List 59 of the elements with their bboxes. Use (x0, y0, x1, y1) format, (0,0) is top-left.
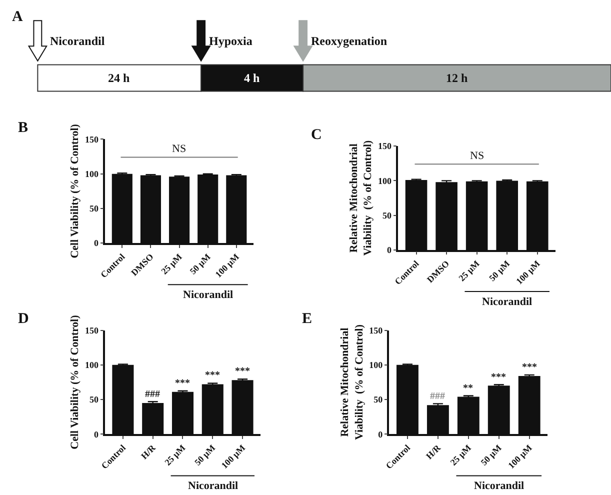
y-axis-title: Relative Mitochondrial Viability (% of Control) (348, 140, 374, 256)
y-tick-label: 150 (378, 141, 392, 152)
x-tick-label: 100 μM (506, 442, 534, 471)
text: Nicorandil (50, 34, 106, 48)
y-tick-label: 150 (84, 325, 99, 336)
text: 24 h (108, 71, 130, 85)
x-tick-label: 50 μM (192, 442, 218, 468)
y-axis-title: Cell Viability (% of Control) (69, 124, 82, 258)
x-tick-label: H/R (139, 442, 158, 462)
chart-title: C (311, 127, 322, 143)
x-tick-label: 100 μM (514, 258, 542, 286)
text: Nicorandil (183, 289, 234, 301)
y-tick-label: 150 (369, 325, 384, 336)
text: Nicorandil (188, 480, 238, 492)
x-tick-label: 50 μM (478, 442, 504, 468)
x-tick-label: 25 μM (448, 442, 474, 468)
annotation: *** (491, 372, 506, 383)
chart-title: D (18, 311, 29, 327)
y-tick-label: 100 (378, 176, 392, 186)
chart-title: E (302, 311, 312, 327)
x-tick-label: 100 μM (219, 442, 248, 471)
x-tick-label: 100 μM (213, 251, 242, 280)
text: A (12, 9, 23, 25)
text: 4 h (244, 71, 260, 85)
y-tick-label: 50 (382, 210, 392, 220)
ref-line-label: NS (172, 143, 186, 155)
x-tick-label: 25 μM (162, 442, 188, 468)
chart-title: B (18, 120, 28, 136)
text: Nicorandil (474, 480, 524, 492)
x-tick-label: 25 μM (159, 251, 184, 276)
y-tick-label: 0 (94, 238, 99, 248)
y-axis-title: Cell Viability (% of Control) (69, 314, 82, 450)
annotation: ### (145, 389, 160, 400)
text: Nicorandil (482, 296, 532, 308)
text: 12 h (446, 71, 468, 85)
x-tick-label: 25 μM (456, 258, 482, 284)
y-tick-label: 100 (84, 169, 99, 179)
annotation: ** (463, 383, 473, 394)
annotation: ### (430, 391, 445, 402)
x-tick-label: 50 μM (487, 258, 512, 284)
y-tick-label: 100 (369, 360, 384, 370)
x-tick-label: H/R (424, 442, 443, 462)
y-tick-label: 150 (84, 134, 99, 144)
y-tick-label: 0 (378, 429, 384, 440)
y-tick-label: 50 (374, 394, 384, 405)
annotation: *** (522, 362, 537, 373)
text: Hypoxia (209, 34, 252, 48)
x-tick-label: 50 μM (188, 251, 213, 276)
ref-line-label: NS (470, 150, 484, 162)
annotation: *** (205, 370, 220, 381)
y-tick-label: 0 (387, 245, 392, 256)
annotation: *** (235, 366, 250, 377)
y-tick-label: 100 (84, 360, 99, 370)
y-tick-label: 0 (94, 429, 99, 440)
y-tick-label: 50 (89, 204, 99, 214)
y-axis-title: Relative Mitochondrial Viability (% of Control) (339, 324, 366, 440)
y-tick-label: 50 (89, 394, 99, 405)
text: Reoxygenation (311, 34, 388, 48)
annotation: *** (175, 378, 190, 389)
